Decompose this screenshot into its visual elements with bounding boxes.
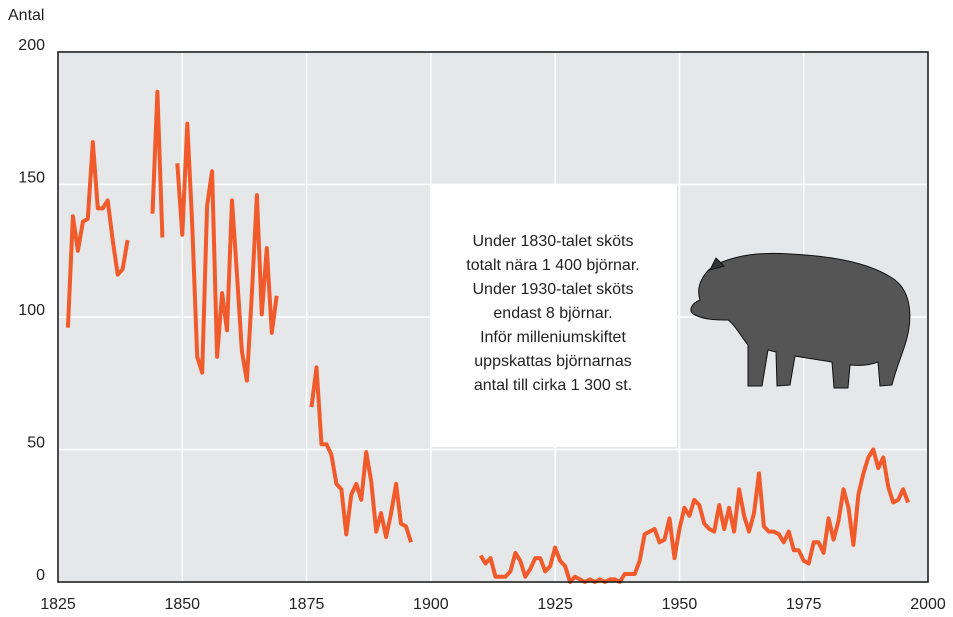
annotation-box bbox=[430, 185, 677, 447]
bear-illustration bbox=[690, 252, 911, 389]
x-tick-label: 1850 bbox=[164, 596, 200, 613]
annotation-line: endast 8 björnar. bbox=[493, 305, 612, 322]
y-tick-label: 200 bbox=[18, 37, 45, 54]
annotation-line: Under 1830-talet sköts bbox=[473, 233, 634, 250]
y-tick-label: 100 bbox=[18, 302, 45, 319]
y-tick-label: 50 bbox=[27, 435, 45, 452]
y-tick-label: 0 bbox=[36, 567, 45, 584]
x-tick-label: 1925 bbox=[537, 596, 573, 613]
data-line bbox=[65, 89, 910, 584]
series bbox=[65, 89, 910, 584]
annotation-line: uppskattas björnarnas bbox=[474, 353, 631, 370]
plot-border bbox=[57, 51, 929, 583]
annotation-line: antal till cirka 1 300 st. bbox=[474, 377, 632, 394]
annotation-line: Inför milleniumskiftet bbox=[480, 329, 626, 346]
x-tick-label: 1825 bbox=[40, 596, 76, 613]
y-tick-label: 150 bbox=[18, 170, 45, 187]
annotation: Under 1830-talet sköts totalt nära 1 400 … bbox=[466, 233, 639, 394]
y-axis-label: Antal bbox=[8, 7, 44, 24]
annotation-line: Under 1930-talet sköts bbox=[473, 281, 634, 298]
annotation-line: totalt nära 1 400 björnar. bbox=[466, 257, 639, 274]
x-tick-label: 1975 bbox=[786, 596, 822, 613]
x-tick-label: 1950 bbox=[662, 596, 698, 613]
x-tick-label: 2000 bbox=[910, 596, 946, 613]
x-tick-label: 1875 bbox=[289, 596, 325, 613]
x-tick-label: 1900 bbox=[413, 596, 449, 613]
